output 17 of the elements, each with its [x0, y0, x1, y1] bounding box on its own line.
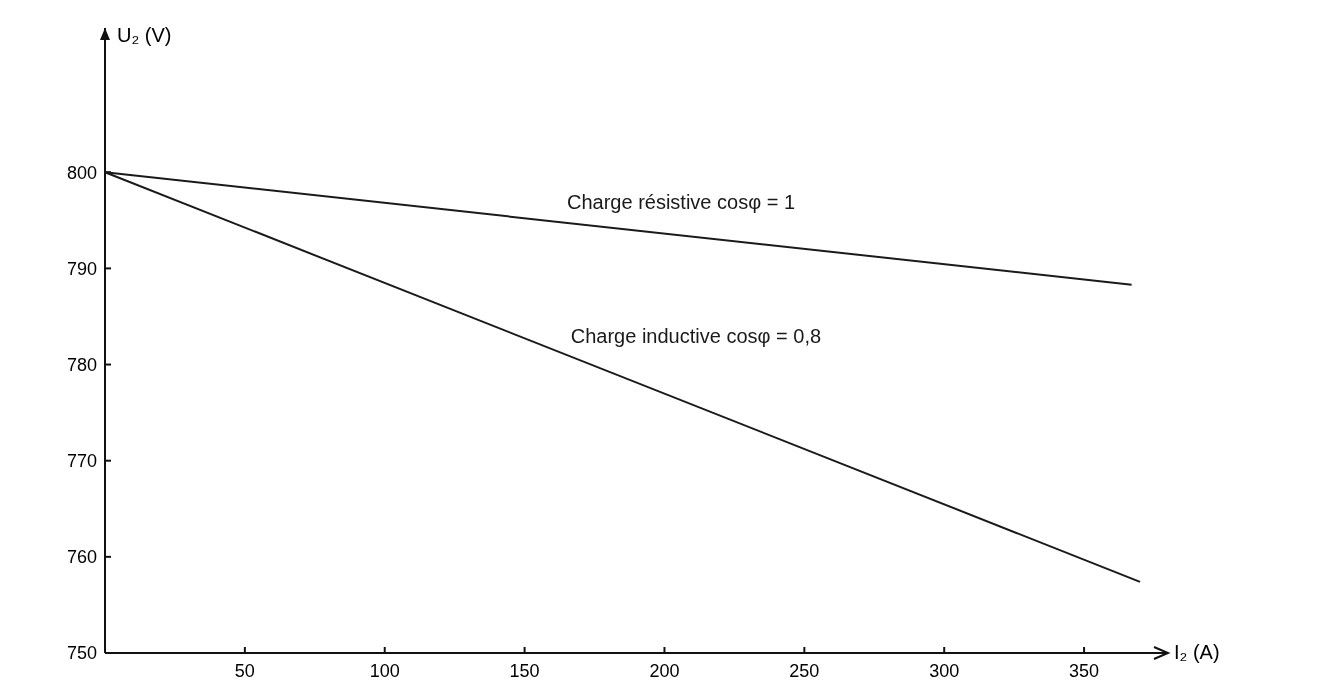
x-tick-label: 250 [789, 661, 820, 681]
x-tick-label: 300 [929, 661, 960, 681]
y-tick-label: 780 [66, 354, 97, 375]
x-axis-title: I₂ (A) [1174, 641, 1220, 663]
x-tick-label: 100 [369, 661, 400, 681]
y-tick-label: 770 [66, 450, 97, 471]
series-label: Charge inductive cosφ = 0,8 [570, 324, 822, 347]
y-tick-label: 800 [66, 162, 97, 183]
series-label: Charge résistive cosφ = 1 [566, 190, 796, 213]
x-tick-label: 150 [509, 661, 540, 681]
x-tick-label: 50 [234, 661, 255, 681]
y-tick-label: 790 [66, 258, 97, 279]
y-tick-label: 760 [66, 547, 97, 568]
x-tick-label: 200 [649, 661, 680, 681]
y-axis-title: U₂ (V) [117, 24, 172, 46]
y-tick-label: 750 [66, 643, 97, 664]
x-tick-label: 350 [1069, 661, 1100, 681]
